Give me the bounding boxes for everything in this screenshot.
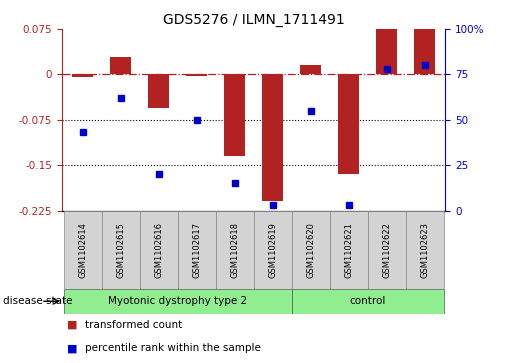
Text: GSM1102616: GSM1102616 bbox=[154, 221, 163, 278]
Bar bbox=[72, 74, 93, 77]
Bar bbox=[186, 74, 207, 76]
Text: disease state: disease state bbox=[3, 296, 72, 306]
Text: percentile rank within the sample: percentile rank within the sample bbox=[85, 343, 261, 354]
Bar bbox=[338, 74, 359, 174]
Bar bbox=[414, 29, 435, 74]
Text: GSM1102623: GSM1102623 bbox=[420, 221, 429, 278]
Text: GSM1102615: GSM1102615 bbox=[116, 222, 125, 277]
Bar bbox=[101, 211, 140, 289]
Text: GSM1102621: GSM1102621 bbox=[344, 222, 353, 277]
Bar bbox=[262, 74, 283, 201]
Bar bbox=[216, 211, 253, 289]
Text: ■: ■ bbox=[67, 320, 77, 330]
Text: control: control bbox=[349, 296, 386, 306]
Bar bbox=[64, 289, 291, 314]
Bar bbox=[140, 211, 178, 289]
Bar bbox=[148, 74, 169, 108]
Bar bbox=[291, 211, 330, 289]
Bar bbox=[376, 29, 397, 74]
Text: GSM1102619: GSM1102619 bbox=[268, 222, 277, 277]
Bar bbox=[406, 211, 443, 289]
Text: GSM1102618: GSM1102618 bbox=[230, 221, 239, 278]
Bar bbox=[291, 289, 443, 314]
Bar bbox=[300, 65, 321, 74]
Text: GSM1102622: GSM1102622 bbox=[382, 222, 391, 277]
Bar bbox=[224, 74, 245, 156]
Text: GSM1102614: GSM1102614 bbox=[78, 222, 87, 277]
Title: GDS5276 / ILMN_1711491: GDS5276 / ILMN_1711491 bbox=[163, 13, 345, 26]
Text: GSM1102620: GSM1102620 bbox=[306, 222, 315, 277]
Bar bbox=[253, 211, 291, 289]
Bar bbox=[368, 211, 406, 289]
Text: Myotonic dystrophy type 2: Myotonic dystrophy type 2 bbox=[108, 296, 247, 306]
Text: ■: ■ bbox=[67, 343, 77, 354]
Bar bbox=[330, 211, 368, 289]
Bar bbox=[178, 211, 216, 289]
Text: GSM1102617: GSM1102617 bbox=[192, 221, 201, 278]
Bar bbox=[64, 211, 101, 289]
Text: transformed count: transformed count bbox=[85, 320, 182, 330]
Bar bbox=[110, 57, 131, 74]
